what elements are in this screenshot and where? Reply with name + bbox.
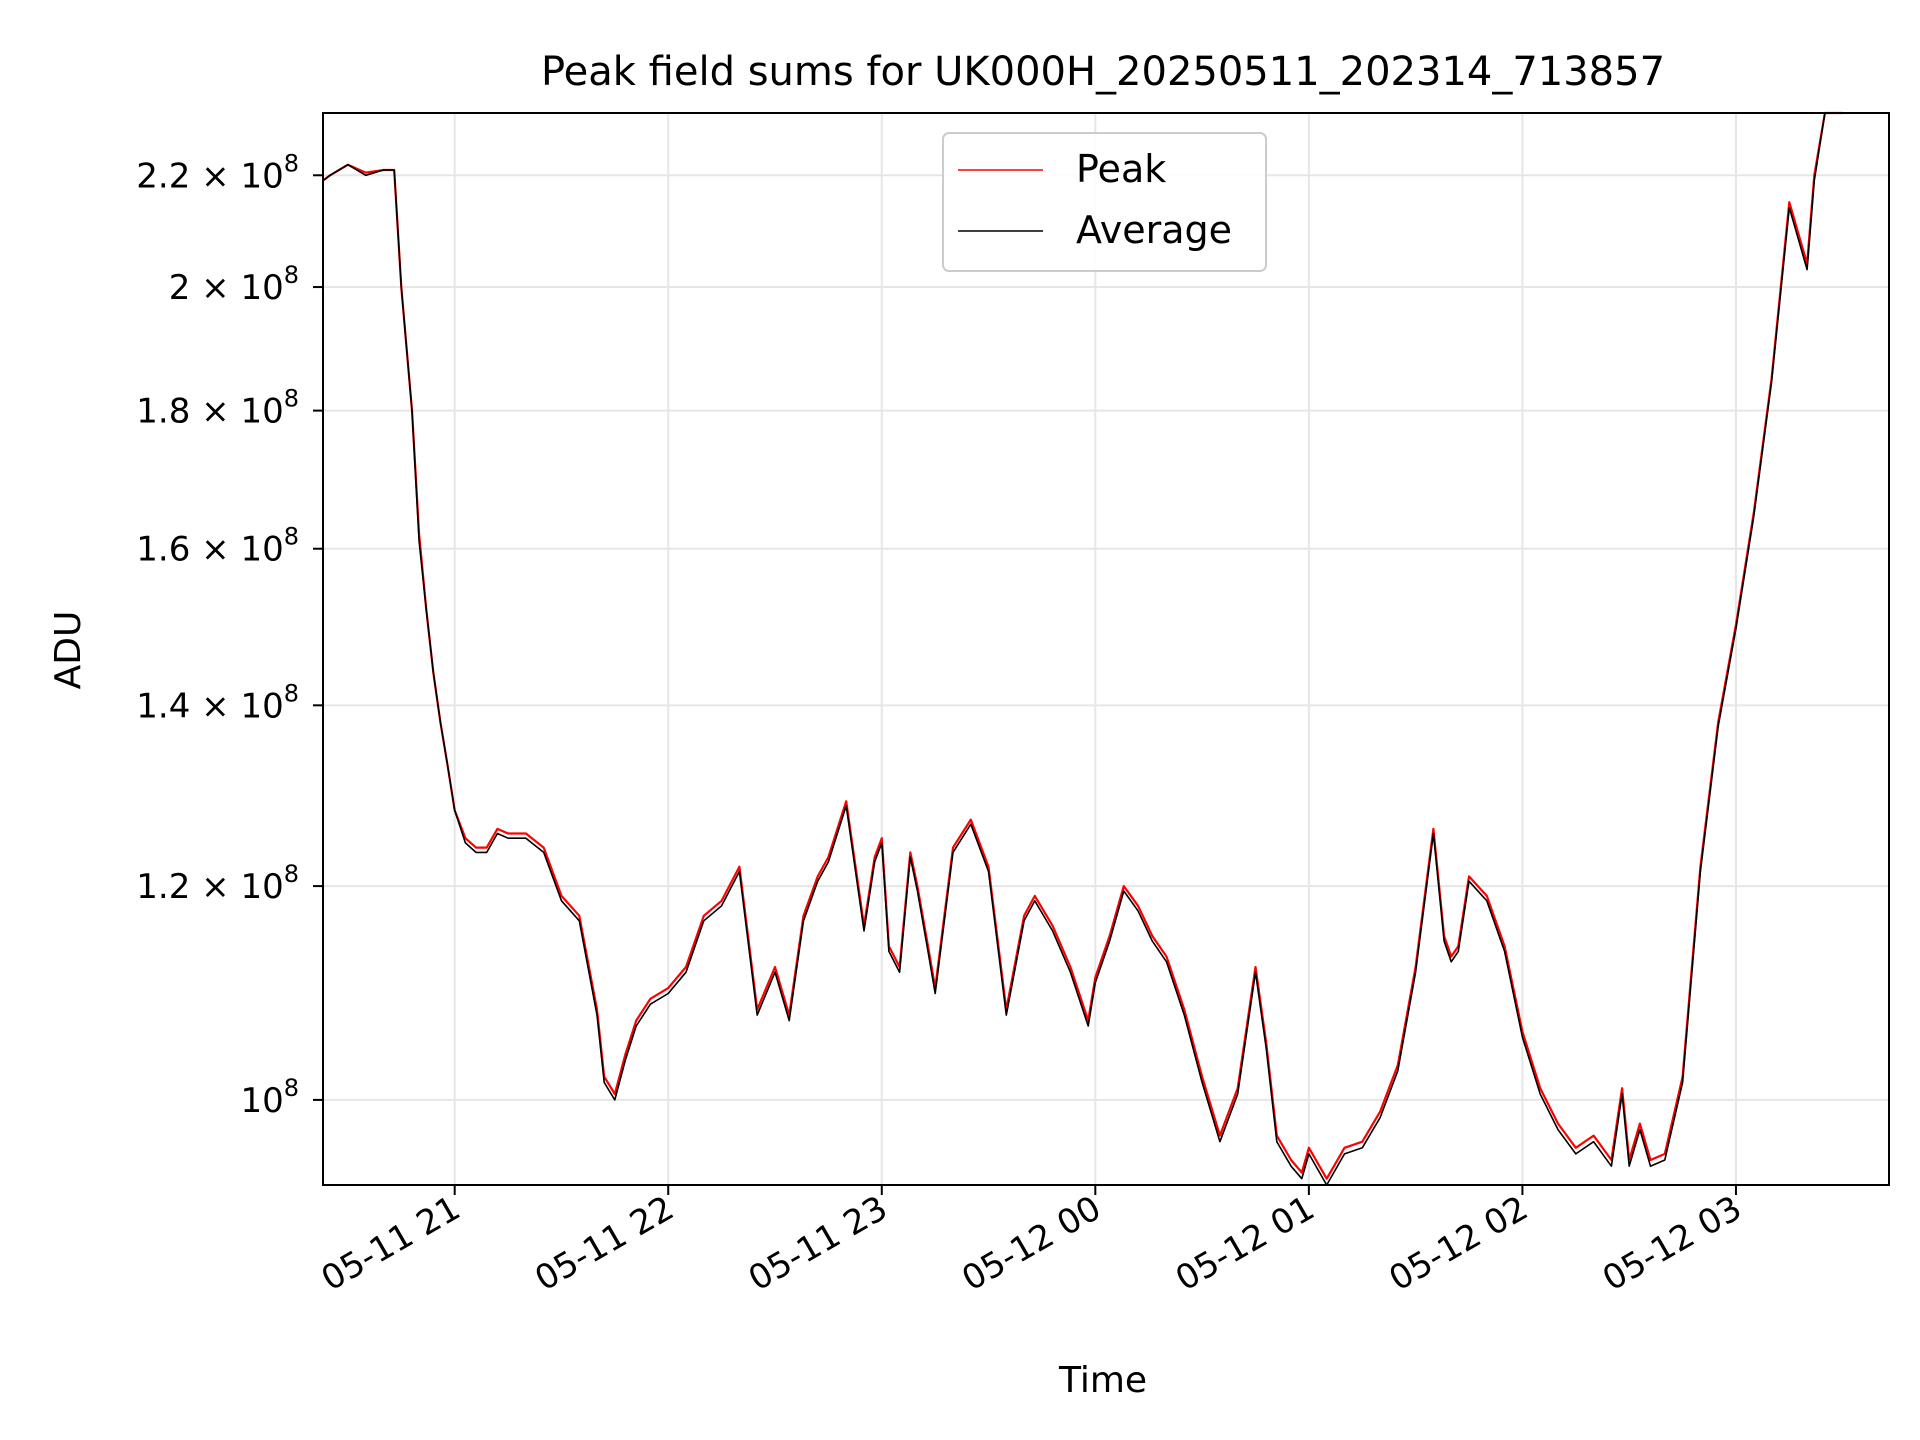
y-tick-label: 2 × 108 [169, 261, 299, 308]
chart-title: Peak field sums for UK000H_20250511_2023… [541, 49, 1665, 95]
y-tick-mantissa: 1.8 × 10 [136, 392, 283, 432]
x-tick-label: 05-11 21 [315, 1188, 467, 1299]
y-tick-label: 2.2 × 108 [136, 149, 299, 196]
legend-peak-label: Peak [1076, 147, 1166, 191]
x-tick-label: 05-12 03 [1596, 1188, 1748, 1299]
legend-box [942, 132, 1267, 272]
y-tick-label: 1.6 × 108 [136, 523, 299, 570]
legend: Peak Average [942, 132, 1267, 272]
y-tick-mantissa: 2.2 × 10 [136, 156, 283, 196]
y-tick-exponent: 8 [284, 523, 299, 551]
x-tick-label: 05-12 00 [955, 1188, 1107, 1299]
y-tick-label: 1.2 × 108 [136, 860, 299, 907]
series-average-line [322, 112, 1843, 1186]
y-tick-mantissa: 1.4 × 10 [136, 686, 283, 726]
y-tick-exponent: 8 [284, 1074, 299, 1102]
x-tick-label: 05-12 02 [1383, 1188, 1535, 1299]
x-tick-label: 05-11 23 [742, 1188, 894, 1299]
x-tick-label: 05-11 22 [528, 1188, 680, 1299]
plot-frame [322, 112, 1890, 1186]
series-layer [322, 111, 1843, 1186]
y-tick-mantissa: 1.6 × 10 [136, 530, 283, 570]
x-axis-label: Time [1058, 1360, 1147, 1401]
y-tick-mantissa: 2 × 10 [169, 268, 284, 308]
y-tick-mantissa: 1.2 × 10 [136, 867, 283, 907]
grid-lines [323, 113, 1889, 1185]
series-peak-line [322, 111, 1843, 1180]
y-tick-label: 1.8 × 108 [136, 385, 299, 432]
y-tick-exponent: 8 [284, 149, 299, 177]
legend-average-label: Average [1076, 208, 1232, 252]
y-tick-exponent: 8 [284, 679, 299, 707]
y-tick-exponent: 8 [284, 860, 299, 888]
y-tick-label: 1.4 × 108 [136, 679, 299, 726]
x-tick-label: 05-12 01 [1169, 1188, 1321, 1299]
y-tick-mantissa: 10 [240, 1081, 283, 1121]
y-axis-label: ADU [48, 611, 89, 690]
y-tick-label: 108 [240, 1074, 299, 1121]
y-tick-exponent: 8 [284, 261, 299, 289]
x-axis-ticks: 05-11 21 05-11 22 05-11 23 05-12 00 05-12 01… [315, 1185, 1748, 1299]
y-tick-exponent: 8 [284, 385, 299, 413]
